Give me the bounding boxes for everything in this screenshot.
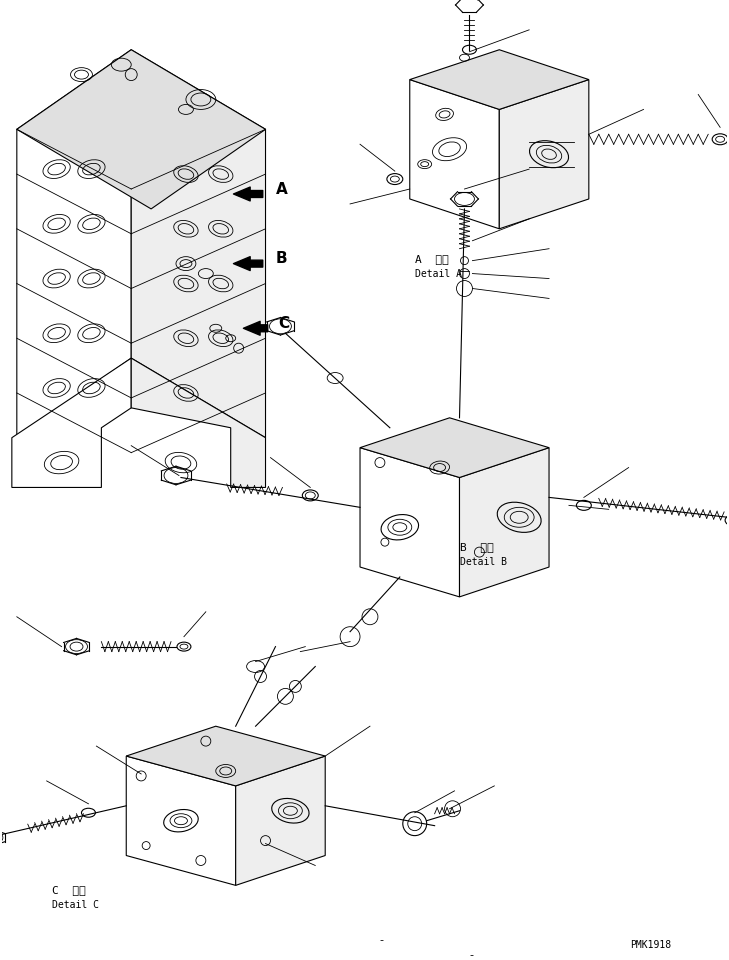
- Polygon shape: [410, 50, 589, 109]
- Text: A  詳細: A 詳細: [415, 253, 448, 264]
- Text: C: C: [278, 316, 289, 331]
- Polygon shape: [12, 358, 131, 488]
- Text: Detail A: Detail A: [415, 269, 461, 278]
- Polygon shape: [459, 447, 549, 597]
- Text: Detail C: Detail C: [52, 900, 98, 910]
- Polygon shape: [17, 50, 131, 438]
- Text: B  詳細: B 詳細: [459, 542, 494, 552]
- Text: Detail B: Detail B: [459, 557, 507, 567]
- Text: C  詳細: C 詳細: [52, 885, 85, 896]
- Polygon shape: [131, 50, 265, 438]
- Polygon shape: [131, 358, 265, 488]
- Text: B: B: [276, 252, 287, 266]
- Polygon shape: [235, 756, 325, 885]
- Polygon shape: [126, 756, 235, 885]
- Text: PMK1918: PMK1918: [631, 940, 671, 950]
- Text: -: -: [380, 935, 384, 945]
- FancyArrowPatch shape: [233, 256, 262, 271]
- Text: A: A: [276, 181, 287, 197]
- FancyArrowPatch shape: [233, 187, 262, 201]
- Text: -: -: [469, 950, 473, 960]
- FancyArrowPatch shape: [243, 322, 268, 335]
- Polygon shape: [360, 418, 549, 477]
- Polygon shape: [360, 447, 459, 597]
- Polygon shape: [126, 726, 325, 786]
- Polygon shape: [499, 80, 589, 228]
- Polygon shape: [410, 80, 499, 228]
- Polygon shape: [17, 50, 265, 209]
